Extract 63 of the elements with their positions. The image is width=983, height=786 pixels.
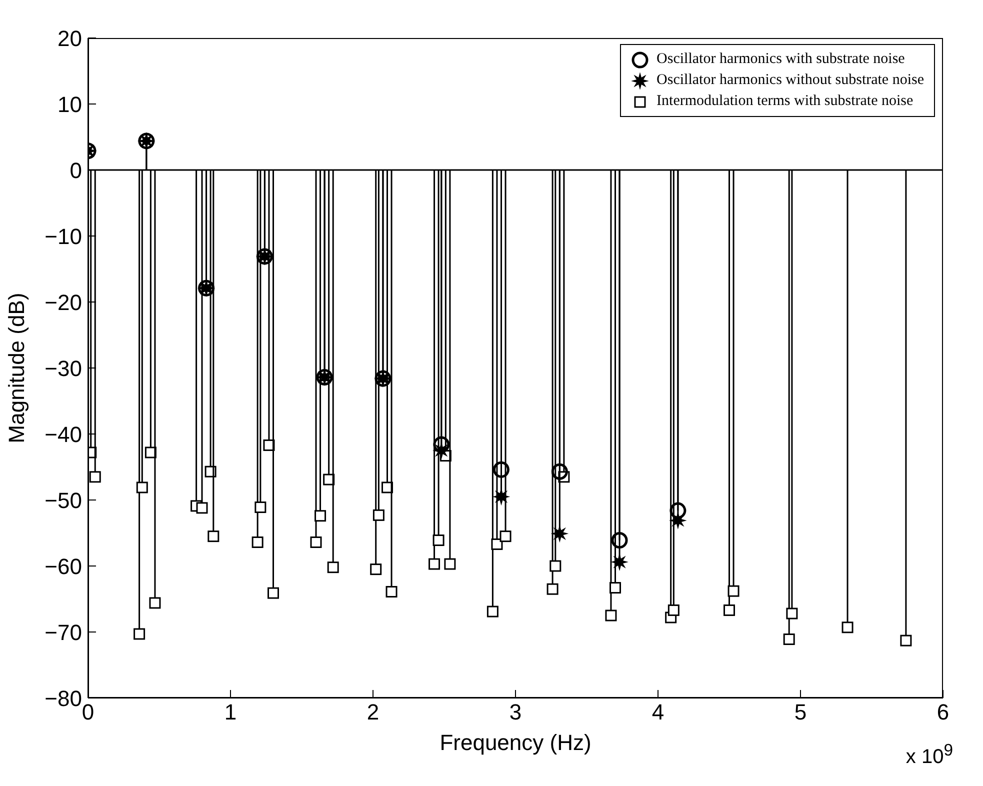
point xyxy=(552,526,568,542)
legend-label: Oscillator harmonics with substrate noise xyxy=(656,50,905,69)
point xyxy=(612,554,628,570)
legend-label: Oscillator harmonics without substrate noise xyxy=(656,71,924,90)
y-tick-label: −30 xyxy=(44,356,82,381)
point xyxy=(783,634,795,646)
y-tick-label: −40 xyxy=(44,422,82,447)
point xyxy=(327,562,339,574)
y-tick-label: −20 xyxy=(44,290,82,315)
point xyxy=(433,436,450,453)
y-tick-label: −50 xyxy=(44,488,82,513)
point xyxy=(551,463,568,480)
point xyxy=(89,471,101,483)
point xyxy=(786,608,798,620)
point xyxy=(491,538,503,550)
text: x 10$^{9}$ xyxy=(906,740,953,768)
y-tick-label: −60 xyxy=(44,554,82,579)
point xyxy=(500,530,512,542)
point xyxy=(494,489,509,504)
y-tick-label: −80 xyxy=(44,686,82,711)
point xyxy=(550,560,562,572)
point xyxy=(254,502,266,514)
point xyxy=(432,534,444,546)
y-tick-label: 20 xyxy=(58,26,82,51)
point xyxy=(372,509,384,521)
point xyxy=(196,502,208,514)
x-tick-label: 4 xyxy=(652,700,664,725)
point xyxy=(668,604,680,616)
x-tick-label: 3 xyxy=(509,700,522,725)
point xyxy=(444,558,456,570)
x-tick-label: 5 xyxy=(794,700,807,725)
point xyxy=(370,564,382,576)
point xyxy=(842,622,854,634)
point xyxy=(493,461,510,478)
point xyxy=(728,585,740,597)
point xyxy=(252,536,264,548)
point xyxy=(724,604,735,616)
point xyxy=(134,628,146,640)
point xyxy=(136,482,148,494)
legend-label: Intermodulation terms with substrate noise xyxy=(656,92,914,111)
y-tick-label: −70 xyxy=(44,620,82,645)
point xyxy=(428,558,440,570)
x-tick-label: 6 xyxy=(936,700,950,725)
point xyxy=(310,536,322,548)
point xyxy=(268,587,279,599)
point xyxy=(208,530,220,542)
point xyxy=(386,586,398,598)
point xyxy=(149,597,161,609)
point xyxy=(486,606,498,618)
x-tick-label: 2 xyxy=(366,700,380,725)
point xyxy=(611,532,628,549)
point xyxy=(670,502,686,519)
point xyxy=(610,582,621,594)
point xyxy=(546,583,558,595)
y-tick-label: 10 xyxy=(58,92,82,117)
y-tick-label: 0 xyxy=(70,158,82,183)
y-tick-label: −10 xyxy=(44,224,82,249)
x-tick-label: 1 xyxy=(224,700,237,725)
y-axis-title: Magnitude (dB) xyxy=(4,292,29,444)
point xyxy=(900,634,912,646)
point xyxy=(314,510,326,522)
point xyxy=(605,610,617,622)
x-axis-title: Frequency (Hz) xyxy=(440,730,592,755)
